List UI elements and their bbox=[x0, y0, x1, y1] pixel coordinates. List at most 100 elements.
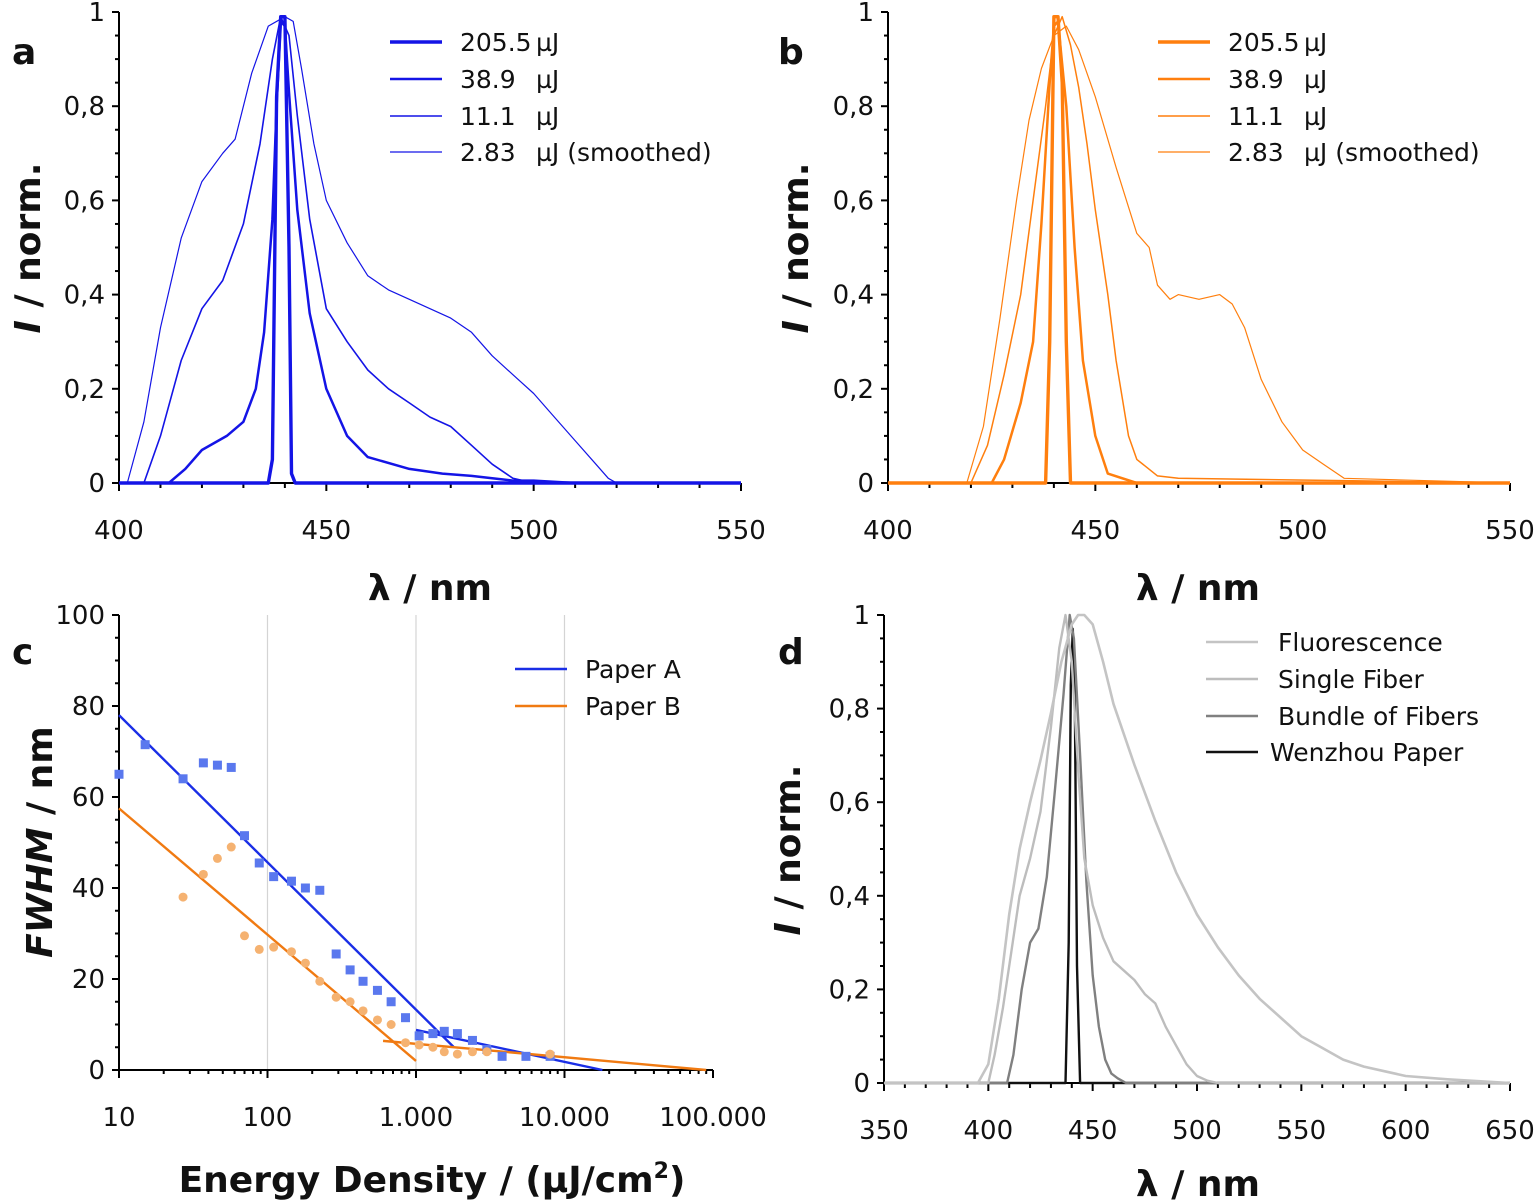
series-line-38-9-j bbox=[888, 20, 1510, 485]
panel-d-legend: Fluorescence Single Fiber Bundle of Fibe… bbox=[1206, 628, 1479, 767]
x-tick-label: 10 bbox=[102, 1103, 135, 1133]
point-paper-b bbox=[226, 842, 236, 852]
y-tick-label: 0 bbox=[857, 469, 874, 499]
x-tick-label: 450 bbox=[1068, 1116, 1118, 1146]
panel-a-y-axis-label: I / norm. bbox=[8, 163, 49, 334]
point-paper-b bbox=[212, 853, 222, 863]
point-paper-a bbox=[401, 1013, 411, 1023]
point-paper-b bbox=[254, 944, 264, 954]
point-paper-b bbox=[401, 1038, 411, 1048]
legend-unit-38-9: µJ bbox=[1304, 65, 1327, 94]
series-line-single-fiber bbox=[884, 613, 1510, 1085]
legend-unit-205-5: µJ bbox=[1304, 28, 1327, 57]
legend-value-205-5: 205.5 bbox=[460, 28, 532, 57]
y-tick-label: 60 bbox=[72, 783, 105, 813]
point-paper-a bbox=[315, 885, 325, 895]
x-tick-label: 350 bbox=[859, 1116, 909, 1146]
panel-d-letter: d bbox=[778, 632, 804, 673]
point-paper-a bbox=[286, 876, 296, 886]
panel-d-y-label-italic: I bbox=[768, 922, 809, 935]
point-paper-b bbox=[300, 958, 310, 968]
panel-d-y-axis-label: I / norm. bbox=[768, 765, 809, 936]
svg-text:I / norm.: I / norm. bbox=[776, 163, 817, 334]
point-paper-b bbox=[452, 1049, 462, 1059]
x-tick-label: 400 bbox=[964, 1116, 1014, 1146]
legend-value-38-9: 38.9 bbox=[460, 65, 516, 94]
panel-a-legend: 205.5 µJ 38.9 µJ 11.1 µJ 2.83 µJ (smooth… bbox=[390, 28, 712, 167]
panel-c-legend: Paper A Paper B bbox=[515, 655, 681, 721]
series-line-38-9-j bbox=[119, 20, 741, 485]
y-tick-label: 20 bbox=[72, 965, 105, 995]
y-tick-label: 0,4 bbox=[64, 281, 105, 311]
point-paper-a bbox=[467, 1035, 477, 1045]
y-tick-label: 0,4 bbox=[829, 882, 870, 912]
point-paper-a bbox=[269, 872, 279, 882]
panel-c-x-label-end: ) bbox=[669, 1160, 685, 1201]
panel-d-y-label-rest: / norm. bbox=[768, 765, 809, 923]
panel-c-y-axis-label: FWHM / nm bbox=[20, 726, 61, 958]
panel-b-y-axis-label: I / norm. bbox=[776, 163, 817, 334]
point-paper-b bbox=[545, 1049, 555, 1059]
point-paper-a bbox=[372, 985, 382, 995]
point-paper-a bbox=[226, 762, 236, 772]
legend-value-11-1: 11.1 bbox=[460, 102, 516, 131]
panel-b: b I / norm. λ / nm 0 0,2 0,4 0,6 0,8 1 400 450 5… bbox=[776, 0, 1535, 609]
point-paper-a bbox=[178, 774, 188, 784]
point-paper-a bbox=[212, 760, 222, 770]
series-line-205-5-j bbox=[119, 15, 741, 485]
legend-unit-11-1: µJ bbox=[536, 102, 559, 131]
legend-label-bundle-of-fibers: Bundle of Fibers bbox=[1278, 702, 1479, 731]
series-line-2-83-j-smoothed bbox=[119, 16, 741, 484]
y-tick-label: 0,2 bbox=[829, 975, 870, 1005]
panel-c-series bbox=[114, 714, 707, 1072]
point-paper-b bbox=[198, 869, 208, 879]
point-paper-b bbox=[178, 892, 188, 902]
point-paper-a bbox=[497, 1051, 507, 1061]
point-paper-a bbox=[439, 1026, 449, 1036]
point-paper-a bbox=[300, 883, 310, 893]
legend-label-paper-a: Paper A bbox=[585, 655, 681, 684]
point-paper-b bbox=[269, 942, 279, 952]
point-paper-b bbox=[286, 947, 296, 957]
point-paper-b bbox=[428, 1042, 438, 1052]
panel-c-y-label-rest: / nm bbox=[20, 726, 61, 827]
panel-b-y-label-rest: / norm. bbox=[776, 163, 817, 321]
point-paper-a bbox=[198, 758, 208, 768]
legend-unit-2-83: µJ (smoothed) bbox=[536, 138, 712, 167]
point-paper-b bbox=[386, 1020, 396, 1029]
panel-d-axes: 0 0,2 0,4 0,6 0,8 1 350 400 450 500 550 600 650 bbox=[829, 601, 1535, 1146]
panel-a: a I / norm. λ / nm 0 0,2 0,4 0,6 0,8 1 400 450 5… bbox=[8, 0, 766, 609]
x-tick-label: 500 bbox=[509, 516, 559, 546]
panel-c-x-label-sup: 2 bbox=[654, 1159, 669, 1184]
point-paper-a bbox=[239, 831, 249, 841]
x-tick-label: 550 bbox=[716, 516, 766, 546]
panel-b-legend: 205.5 µJ 38.9 µJ 11.1 µJ 2.83 µJ (smooth… bbox=[1158, 28, 1480, 167]
y-tick-label: 0,8 bbox=[64, 92, 105, 122]
point-paper-b bbox=[439, 1047, 449, 1057]
x-tick-label: 550 bbox=[1277, 1116, 1327, 1146]
point-paper-a bbox=[254, 858, 264, 868]
point-paper-a bbox=[452, 1029, 462, 1039]
point-paper-b bbox=[331, 992, 341, 1002]
x-tick-label: 1.000 bbox=[379, 1103, 453, 1133]
panel-d-x-axis-label: λ / nm bbox=[1136, 1164, 1260, 1204]
legend-unit-11-1: µJ bbox=[1304, 102, 1327, 131]
panel-a-series bbox=[119, 15, 741, 485]
point-paper-b bbox=[372, 1015, 382, 1025]
point-paper-a bbox=[521, 1051, 531, 1061]
panel-d-series bbox=[884, 613, 1511, 1085]
fit-line-paper-b-1 bbox=[118, 807, 417, 1062]
panel-a-y-label-rest: / norm. bbox=[8, 163, 49, 321]
y-tick-label: 0,2 bbox=[833, 375, 874, 405]
y-tick-label: 0 bbox=[853, 1069, 870, 1099]
panel-a-axes: 0 0,2 0,4 0,6 0,8 1 400 450 500 550 bbox=[64, 0, 766, 546]
panel-a-y-label-italic: I bbox=[8, 320, 49, 333]
legend-label-single-fiber: Single Fiber bbox=[1278, 665, 1425, 694]
point-paper-b bbox=[358, 1006, 368, 1016]
y-tick-label: 0 bbox=[88, 469, 105, 499]
panel-b-x-axis-label: λ / nm bbox=[1136, 568, 1260, 609]
point-paper-a bbox=[358, 976, 368, 986]
svg-text:FWHM / nm: FWHM / nm bbox=[20, 726, 61, 958]
y-tick-label: 0,2 bbox=[64, 375, 105, 405]
y-tick-label: 0 bbox=[88, 1056, 105, 1086]
